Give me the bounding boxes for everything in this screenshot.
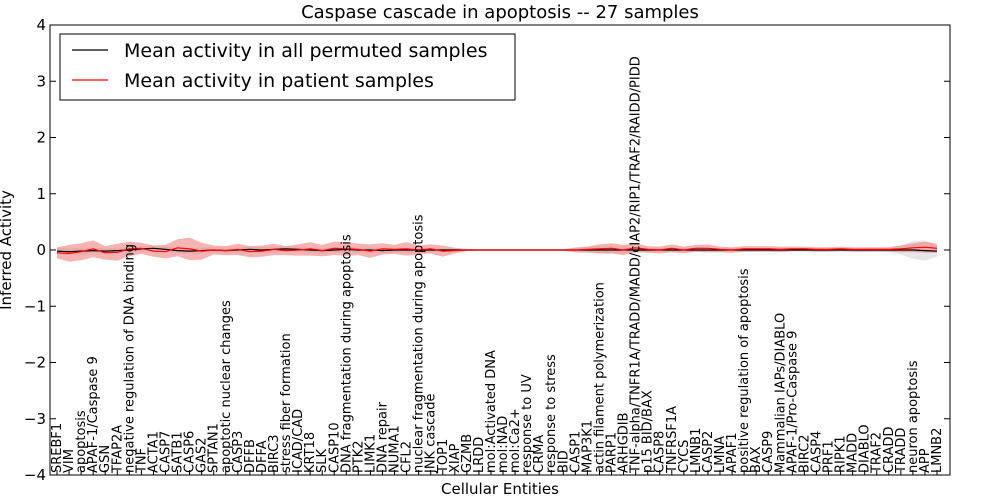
y-tick-label: 3: [36, 72, 46, 90]
y-axis-label: Inferred Activity: [0, 190, 15, 310]
x-tick-label: neuron apoptosis: [906, 360, 921, 473]
x-tick-label: TNF-alpha/TNFR1A/TRADD/MADD/cIAP2/RIP1/T…: [629, 56, 644, 474]
x-tick-label: TFAP2A: [110, 425, 125, 474]
x-tick-label: GSN: [98, 445, 113, 473]
legend: Mean activity in all permuted samples Me…: [59, 33, 516, 101]
series-line-patient: [56, 246, 938, 255]
x-tick-label: PARP1: [605, 432, 620, 473]
y-tick-label: −3: [24, 410, 46, 428]
legend-label-patient: Mean activity in patient samples: [124, 70, 434, 92]
x-tick-label: CYCS: [677, 440, 692, 473]
x-tick-label: LIMK1: [363, 434, 378, 473]
x-tick-label: CASP4: [809, 431, 824, 473]
x-tick-label: APAF-1/Pro-Caspase 9: [785, 331, 800, 473]
x-tick-label: DIABLO: [858, 424, 873, 473]
x-tick-label: PRF1: [822, 440, 837, 473]
x-tick-label: TNFRSF1A: [665, 406, 680, 474]
x-tick-label: ARHGDIB: [617, 412, 632, 473]
x-tick-label: stress fiber formation: [279, 333, 294, 473]
x-tick-label: DNA fragmentation during apoptosis: [339, 234, 354, 473]
legend-label-permuted: Mean activity in all permuted samples: [124, 40, 487, 62]
x-tick-label: NUMA1: [388, 425, 403, 473]
x-tick-label: positive regulation of apoptosis: [737, 268, 752, 473]
y-tick-label: 0: [36, 241, 46, 259]
x-tick-label: TRADD: [894, 428, 909, 474]
x-tick-label: APAF-1/Caspase 9: [86, 356, 101, 473]
x-tick-label: GZMB: [460, 434, 475, 473]
x-tick-label: BIRC3: [267, 435, 282, 474]
x-tick-label: CASP9: [761, 431, 776, 473]
x-tick-label: CASP10: [327, 422, 342, 473]
y-tick-label: −2: [24, 354, 46, 372]
x-tick-label: CRMA: [532, 435, 547, 473]
x-tick-label: LRDD: [472, 437, 487, 473]
x-tick-label: Mammalian IAPs/DIABLO: [773, 313, 788, 473]
x-tick-label: BIRC2: [797, 435, 812, 474]
x-tick-label: CASP8: [653, 431, 668, 473]
x-tick-label: PTK2: [351, 440, 366, 473]
x-tick-label: ACTA1: [146, 431, 161, 473]
x-tick-label: SPTAN1: [207, 423, 222, 473]
x-tick-label: apoptotic nuclear changes: [219, 300, 234, 473]
x-tick-label: TRAF2: [870, 432, 885, 474]
x-tick-label: mol:NAD: [496, 416, 511, 473]
x-tick-label: response to UV: [520, 374, 535, 473]
y-ticks: −4 −3 −2 −1 0 1 2 3 4: [24, 16, 950, 484]
x-tick-label: CFL2: [400, 441, 415, 473]
x-tick-label: LMNA: [713, 436, 728, 473]
x-tick-label: SATB1: [171, 431, 186, 473]
x-tick-label: BID: [556, 450, 571, 473]
x-tick-label: KRT18: [303, 432, 318, 473]
x-tick-label: MAP3K1: [580, 420, 595, 473]
x-tick-label: actin filament polymerization: [592, 282, 607, 473]
x-tick-label: response to stress: [544, 354, 559, 473]
x-tick-label: DFFB: [243, 439, 258, 473]
x-tick-label: CASP1: [568, 431, 583, 473]
x-tick-label: JNK cascade: [424, 394, 439, 474]
x-tick-label: apoptosis: [74, 410, 89, 473]
x-tick-label: TNF: [134, 448, 149, 474]
x-tick-label: p15 BID/BAX: [641, 390, 656, 473]
x-tick-label: negative regulation of DNA binding: [122, 244, 137, 473]
x-tick-label: TOP1: [436, 439, 451, 474]
x-tick-label: XIAP: [448, 443, 463, 473]
y-tick-label: 1: [36, 185, 46, 203]
x-tick-label: CASP7: [158, 431, 173, 473]
x-axis-label: Cellular Entities: [441, 480, 559, 498]
x-tick-label: DNA repair: [375, 401, 390, 473]
y-tick-label: −1: [24, 297, 46, 315]
legend-box: [59, 33, 516, 101]
plot-frame: [49, 24, 951, 476]
x-tick-label: mol:Activated DNA: [484, 350, 499, 473]
x-tick-label: nuclear fragmentation during apoptosis: [412, 214, 427, 473]
x-tick-label: APAF1: [725, 432, 740, 473]
x-tick-label: BAX: [749, 446, 764, 473]
x-tick-label: CRADD: [882, 427, 897, 474]
x-tick-label: ICAD/CAD: [291, 409, 306, 473]
y-tick-label: 4: [36, 16, 46, 34]
y-tick-label: −4: [24, 466, 46, 484]
x-tick-label: DFFA: [255, 440, 270, 473]
x-tick-label: RIPK1: [834, 435, 849, 473]
y-tick-label: 2: [36, 129, 46, 147]
x-tick-label: mol:Ca2+: [508, 408, 523, 473]
x-tick-label: SREBF1: [50, 423, 65, 473]
x-tick-label: GAS2: [195, 438, 210, 474]
x-tick-label: CASP6: [183, 431, 198, 473]
x-tick-label: MADD: [846, 433, 861, 473]
x-tick-label: APP: [918, 448, 933, 473]
x-tick-label: LMNB1: [689, 428, 704, 473]
x-tick-label: CASP2: [701, 431, 716, 473]
x-tick-label: CASP3: [231, 431, 246, 473]
series-lines: [56, 246, 938, 255]
x-tick-label: LMNB2: [930, 428, 945, 473]
chart-title: Caspase cascade in apoptosis -- 27 sampl…: [301, 2, 699, 23]
x-tick-label: SLK: [315, 449, 330, 473]
x-tick-label: VIM: [62, 449, 77, 473]
